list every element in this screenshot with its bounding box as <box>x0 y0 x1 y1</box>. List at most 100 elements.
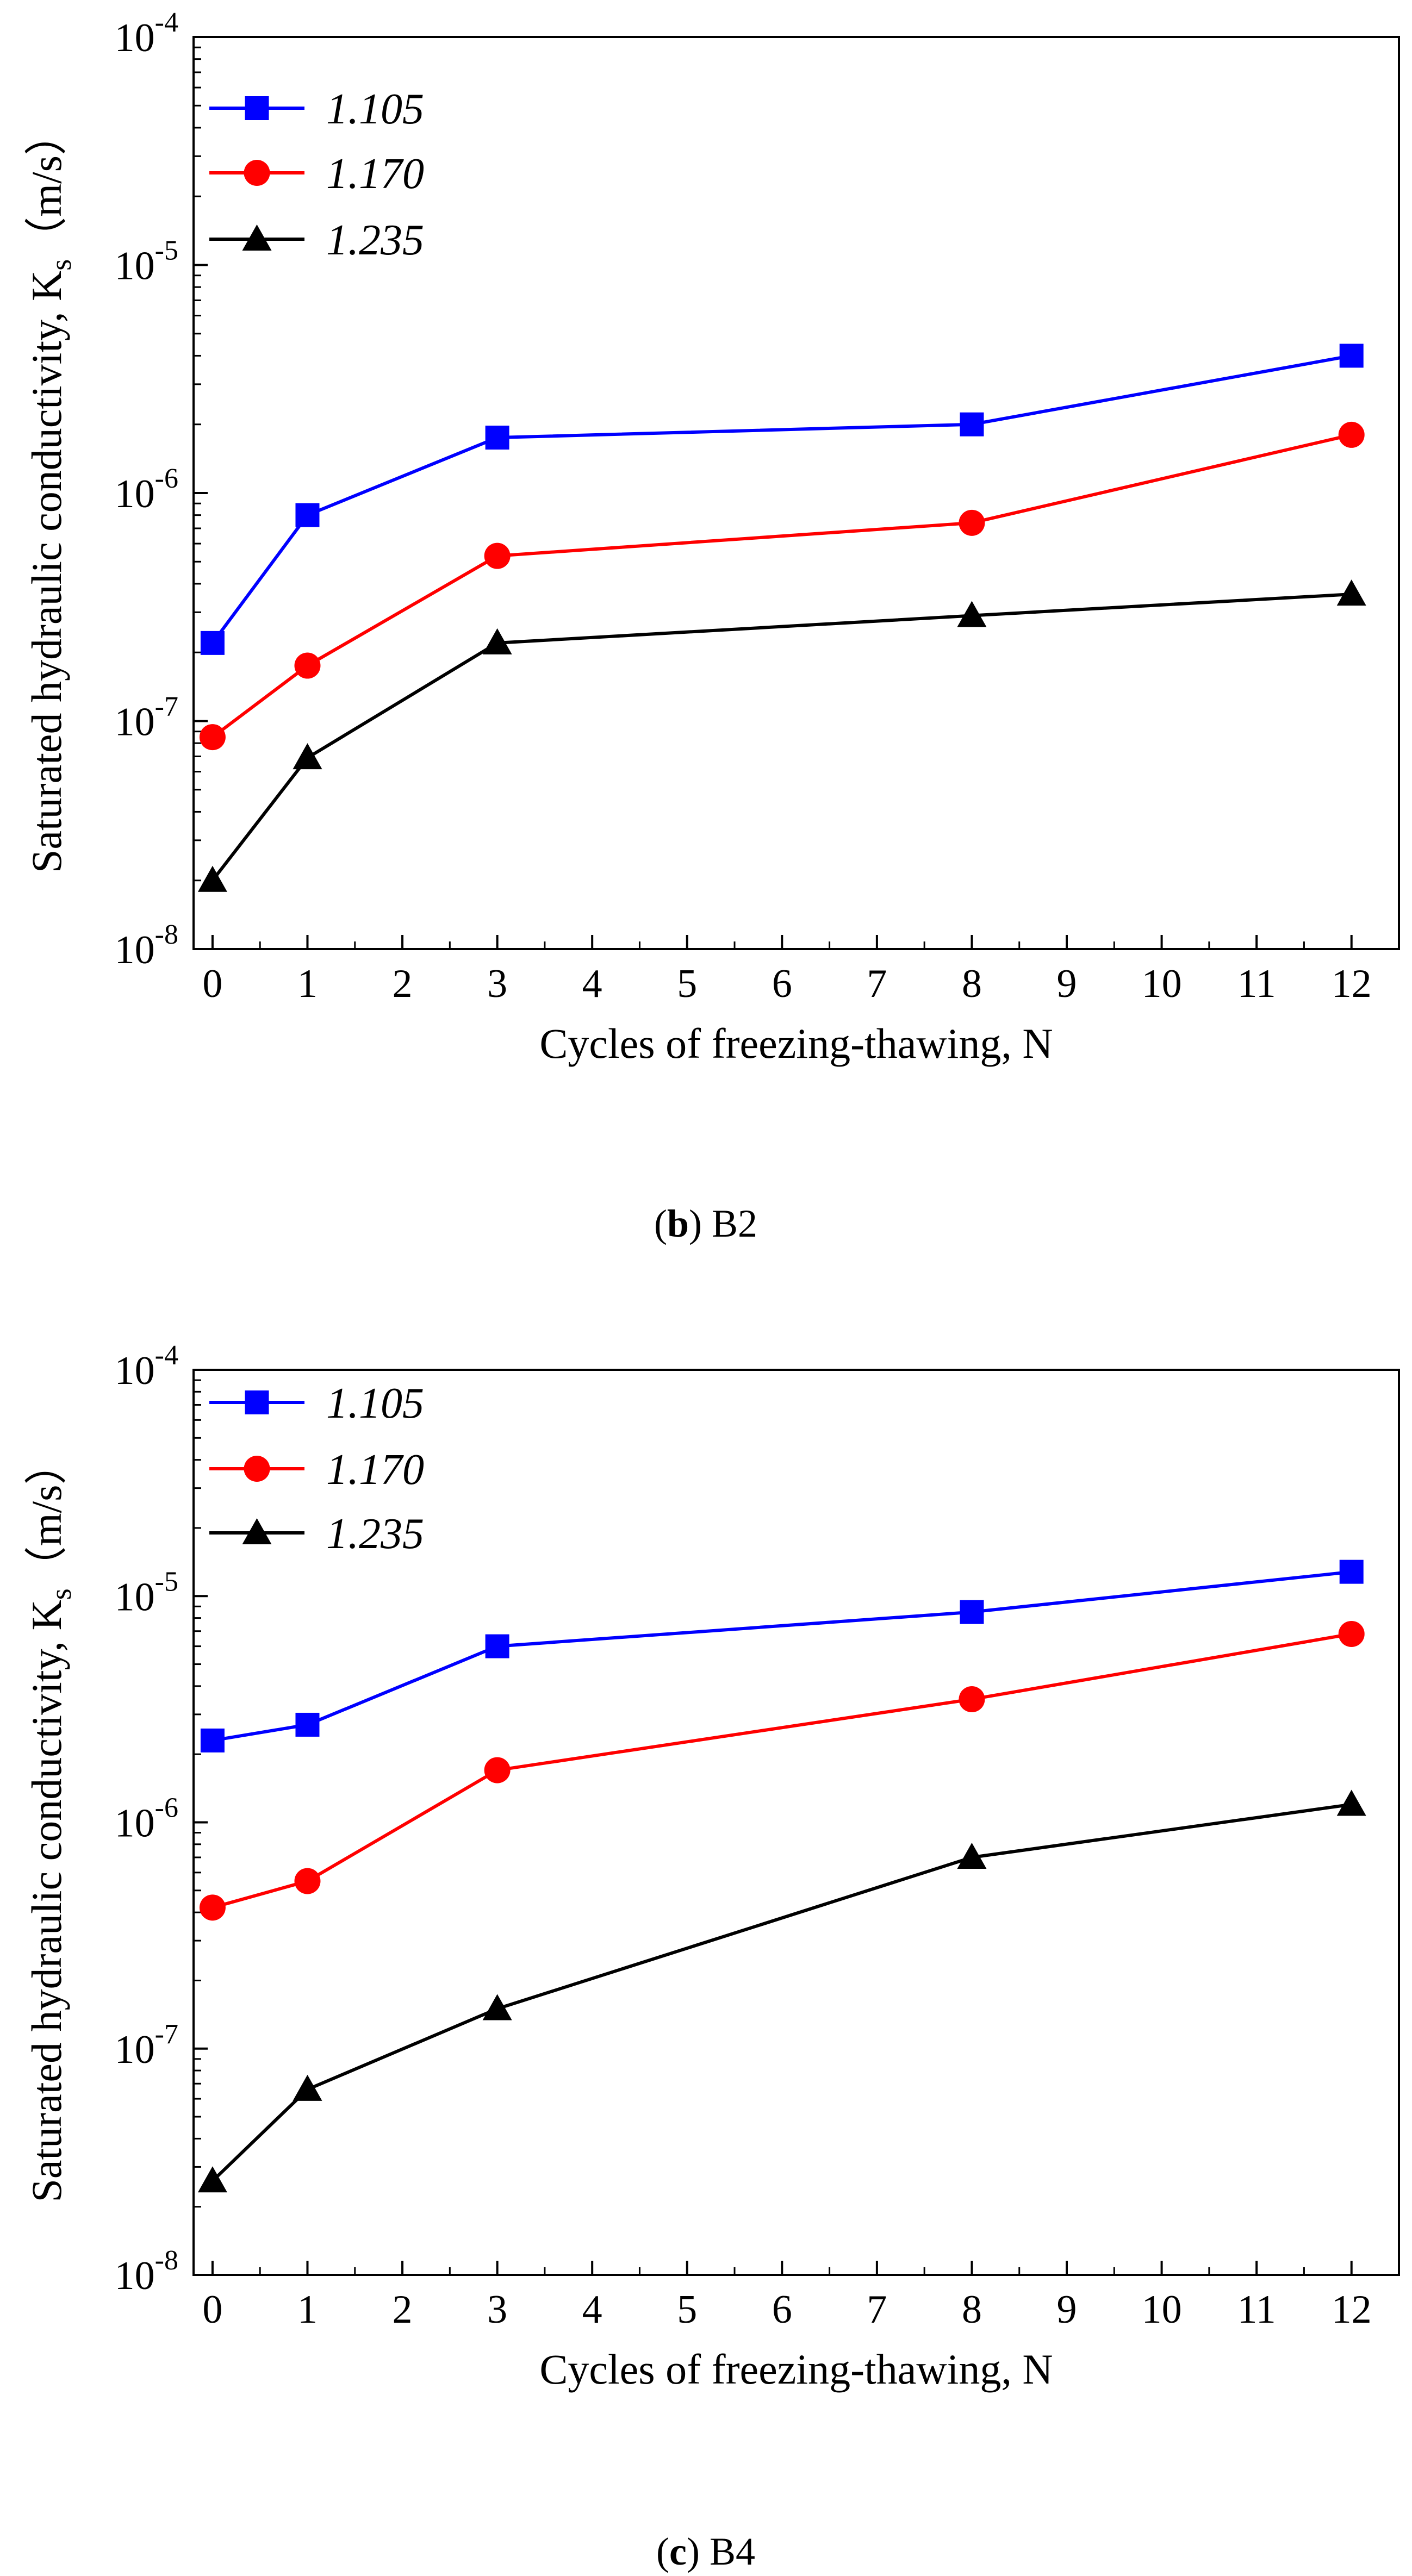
chart-panel-c: 10-410-510-610-710-80 1 2 3 4 5 6 7 8 9 10 11 12Cycl… <box>23 1340 1400 2573</box>
y-tick-exponent: -5 <box>155 235 178 266</box>
x-tick-label: 6 <box>772 2287 792 2332</box>
caption-paren-close: ) <box>687 2530 700 2573</box>
series-line <box>211 354 1352 644</box>
series-line <box>211 1802 1352 2182</box>
series-1.170 <box>199 1620 1365 1921</box>
y-tick-label: 10-4 <box>115 1340 178 1393</box>
panel-caption: (c) B4 <box>656 2530 755 2573</box>
data-point <box>199 724 226 751</box>
data-point <box>199 1894 226 1921</box>
x-tick-label: 7 <box>867 2287 887 2332</box>
y-tick-label: 10-6 <box>115 1793 178 1846</box>
series-1.235 <box>197 579 1366 892</box>
data-point <box>293 2074 322 2101</box>
data-point <box>1336 579 1366 606</box>
data-point <box>197 2166 227 2193</box>
y-axis-title-unit: （m/s） <box>23 113 70 259</box>
legend-label: 1.235 <box>326 1510 424 1558</box>
y-tick-base: 10 <box>115 16 155 60</box>
y-tick-exponent: -7 <box>155 691 178 722</box>
x-tick-label: 3 <box>487 2287 507 2332</box>
series-1.170 <box>199 421 1365 751</box>
y-tick-label: 10-8 <box>115 919 178 972</box>
x-axis-title: Cycles of freezing-thawing, N <box>539 1020 1053 1067</box>
x-tick-label: 8 <box>962 962 982 1006</box>
x-tick-label: 10 <box>1142 962 1182 1006</box>
legend-marker <box>245 96 269 120</box>
y-axis-title: Saturated hydraulic conductivity, Ks（m/s… <box>23 1442 77 2202</box>
data-point <box>1339 344 1364 368</box>
caption-letter: c <box>669 2530 687 2573</box>
data-point <box>960 1600 984 1624</box>
data-point <box>1338 421 1365 448</box>
data-point <box>294 652 321 679</box>
x-tick-label: 5 <box>677 2287 697 2332</box>
series-line <box>212 1570 1352 1742</box>
y-tick-label: 10-4 <box>115 7 178 60</box>
data-point <box>200 1728 225 1752</box>
y-axis-title: Saturated hydraulic conductivity, Ks（m/s… <box>23 113 77 873</box>
legend-marker <box>242 1518 272 1544</box>
y-tick-exponent: -6 <box>155 463 178 494</box>
data-point <box>485 426 509 450</box>
data-point <box>1339 1560 1364 1584</box>
x-tick-label: 11 <box>1237 2287 1276 2332</box>
x-tick-label: 4 <box>582 962 602 1006</box>
x-tick-label: 12 <box>1332 962 1372 1006</box>
series-line <box>212 433 1352 739</box>
x-tick-label: 3 <box>487 962 507 1006</box>
legend-label: 1.105 <box>326 85 424 133</box>
x-tick-label: 0 <box>202 2287 222 2332</box>
legend-marker <box>244 1456 270 1482</box>
x-tick-label: 2 <box>393 962 413 1006</box>
x-tick-label: 2 <box>393 2287 413 2332</box>
y-tick-exponent: -5 <box>155 1566 178 1597</box>
y-tick-base: 10 <box>115 1349 155 1393</box>
y-tick-base: 10 <box>115 1575 155 1619</box>
legend-label: 1.105 <box>326 1380 424 1427</box>
y-tick-base: 10 <box>115 472 155 516</box>
caption-text: B2 <box>702 1202 757 1245</box>
legend-marker <box>245 1390 269 1414</box>
legend-marker <box>244 160 270 186</box>
data-point <box>957 601 987 627</box>
series-1.105 <box>200 344 1364 655</box>
y-tick-label: 10-5 <box>115 1566 178 1619</box>
x-tick-label: 8 <box>962 2287 982 2332</box>
legend-label: 1.170 <box>326 150 424 198</box>
y-tick-exponent: -4 <box>155 1340 178 1371</box>
y-axis-title-main: Saturated hydraulic conductivity, K <box>23 1600 70 2202</box>
y-axis-title-main: Saturated hydraulic conductivity, K <box>23 271 70 873</box>
series-line <box>212 1632 1352 1910</box>
data-point <box>959 509 985 536</box>
x-tick-label: 5 <box>677 962 697 1006</box>
data-point <box>295 503 320 527</box>
y-tick-exponent: -4 <box>155 7 178 38</box>
y-tick-base: 10 <box>115 2028 155 2072</box>
x-tick-label: 1 <box>297 962 318 1006</box>
x-tick-label: 0 <box>202 962 222 1006</box>
y-axis-title-subscript: s <box>45 1588 77 1600</box>
data-point <box>959 1686 985 1713</box>
y-tick-label: 10-5 <box>115 235 178 289</box>
y-tick-base: 10 <box>115 2254 155 2298</box>
data-point <box>484 1757 511 1783</box>
x-tick-label: 6 <box>772 962 792 1006</box>
data-point <box>293 743 322 770</box>
data-point <box>295 1712 320 1737</box>
y-tick-label: 10-8 <box>115 2245 178 2298</box>
data-point <box>484 542 511 569</box>
caption-paren-open: ( <box>656 2530 669 2573</box>
legend-label: 1.170 <box>326 1446 424 1494</box>
x-tick-label: 4 <box>582 2287 602 2332</box>
x-tick-label: 10 <box>1142 2287 1182 2332</box>
chart-panel-b: 10-410-510-610-710-80 1 2 3 4 5 6 7 8 9 10 11 12Cycl… <box>23 7 1400 1245</box>
x-tick-label: 12 <box>1332 2287 1372 2332</box>
y-tick-label: 10-7 <box>115 2019 178 2072</box>
data-point <box>960 412 984 436</box>
series-1.235 <box>197 1789 1366 2193</box>
panel-caption: (b) B2 <box>654 1202 757 1245</box>
y-tick-exponent: -8 <box>155 919 178 950</box>
data-point <box>197 865 227 892</box>
